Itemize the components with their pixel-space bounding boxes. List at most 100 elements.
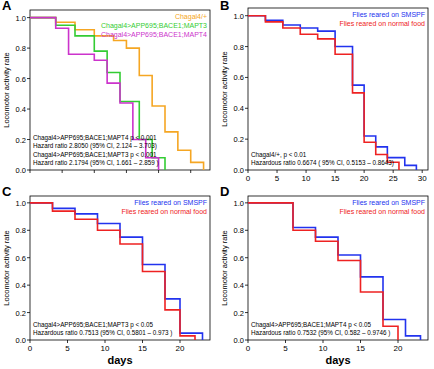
y-tick	[27, 340, 30, 341]
x-tick	[335, 170, 336, 173]
annotation: Chagal4>APP695;BACE1;MAPT3 p < 0.001	[33, 151, 157, 159]
y-tick	[27, 78, 30, 79]
figure: A 0.0 0.2 0.4 0.6 0.8 1.0 Locomotor activity ra…	[0, 0, 434, 369]
annotation: Hazard ratio 2.8050 (95% CI, 2.124 – 3.7…	[33, 142, 157, 150]
y-tick-label: 1.0	[234, 12, 244, 21]
y-tick	[27, 312, 30, 313]
x-tick	[364, 170, 365, 173]
panel: C051015200.00.20.40.60.81.0Locomotor act…	[2, 184, 210, 366]
y-tick	[245, 108, 248, 109]
panel: B0510152025300.00.20.40.60.81.0Locomotor…	[220, 0, 428, 183]
y-tick-label: 0.4	[16, 105, 26, 114]
y-tick-label: 0.2	[16, 309, 26, 318]
legend-entry: Chagal4>APP695;BACE1;MAPT4	[101, 31, 207, 39]
x-tick-label: 0	[246, 174, 251, 183]
annotation: Hazardous ratio 0.7532 (95% CI, 0.582 – …	[251, 329, 390, 337]
y-tick-label: 0.2	[16, 136, 26, 145]
plot-frame	[30, 10, 210, 170]
annotation: Chagal4>APP695;BACE1;MAPT3 p < 0.05	[33, 321, 154, 329]
x-axis-label: days	[107, 354, 132, 366]
y-tick-label: 0.8	[234, 226, 244, 235]
legend-entry: Flies reared on SMSPF	[352, 199, 425, 206]
y-tick-label: 0.4	[234, 281, 244, 290]
y-axis-label: Locomotor activity rate	[2, 230, 11, 305]
x-tick	[30, 170, 31, 173]
y-tick	[245, 257, 248, 258]
survival-curve	[248, 16, 399, 170]
legend-entry: Flies reared on normal food	[339, 20, 425, 27]
y-tick	[245, 77, 248, 78]
y-tick	[27, 17, 30, 18]
survival-curve	[248, 16, 416, 170]
y-tick	[245, 285, 248, 286]
x-tick-label: 10	[101, 344, 110, 353]
y-tick-label: 0.6	[16, 75, 26, 84]
survival-curve	[248, 203, 398, 340]
x-tick-label: 15	[356, 344, 365, 353]
legend-entry: Chagal4/+	[175, 13, 207, 21]
y-axis-label: Locomotor activity rate	[2, 52, 11, 127]
x-tick	[323, 340, 324, 343]
x-tick-label: 15	[331, 174, 340, 183]
x-tick	[393, 170, 394, 173]
y-tick	[245, 139, 248, 140]
y-tick-label: 0.0	[234, 336, 244, 345]
x-tick-label: 30	[418, 174, 427, 183]
y-tick-label: 0.4	[234, 104, 244, 113]
y-tick-label: 0.4	[16, 281, 26, 290]
data-group	[30, 18, 204, 170]
x-tick-label: 10	[302, 174, 311, 183]
x-tick	[398, 340, 399, 343]
y-tick	[27, 48, 30, 49]
y-axis-label: Locomotor activity rate	[220, 51, 229, 126]
y-tick-label: 0.2	[234, 309, 244, 318]
y-tick-label: 0.2	[234, 135, 244, 144]
x-tick	[30, 340, 31, 343]
x-tick	[67, 340, 68, 343]
x-tick	[422, 170, 423, 173]
annotation: Hazard ratio 2.1794 (95% CI, 1.661 – 2.8…	[33, 159, 159, 167]
x-tick-label: 20	[394, 344, 403, 353]
x-tick	[306, 170, 307, 173]
y-tick	[245, 312, 248, 313]
plot-frame	[248, 8, 428, 170]
x-tick-label: 20	[360, 174, 369, 183]
survival-curve	[30, 18, 165, 170]
survival-curve	[248, 203, 421, 340]
x-tick	[62, 170, 63, 173]
legend-entry: Flies reared on SMSPF	[134, 199, 207, 206]
x-tick	[190, 170, 191, 173]
x-tick	[180, 340, 181, 343]
x-tick-label: 10	[319, 344, 328, 353]
x-tick-label: 5	[283, 344, 288, 353]
x-tick	[360, 340, 361, 343]
x-tick	[126, 170, 127, 173]
y-axis-label: Locomotor activity rate	[220, 230, 229, 305]
data-group	[30, 203, 203, 340]
panel-label: B	[220, 0, 229, 13]
panel: A0.00.20.40.60.81.0Locomotor activity ra…	[2, 0, 210, 175]
x-tick-label: 5	[65, 344, 70, 353]
y-tick	[27, 139, 30, 140]
x-tick	[158, 170, 159, 173]
panel-label: A	[2, 0, 12, 13]
x-tick-label: 20	[176, 344, 185, 353]
x-tick-label: 15	[138, 344, 147, 353]
x-tick-label: 0	[246, 344, 251, 353]
y-tick	[245, 202, 248, 203]
x-tick-label: 0	[28, 344, 33, 353]
x-tick	[277, 170, 278, 173]
y-tick	[245, 15, 248, 16]
x-tick	[142, 340, 143, 343]
data-group	[248, 16, 416, 170]
y-tick-label: 0.8	[16, 44, 26, 53]
panel-label: D	[220, 184, 229, 199]
y-tick-label: 0.6	[16, 254, 26, 263]
y-tick-label: 0.8	[234, 43, 244, 52]
x-tick	[248, 170, 249, 173]
y-tick-label: 0.6	[234, 254, 244, 263]
x-tick-label: 5	[275, 174, 280, 183]
x-tick-label: 25	[389, 174, 398, 183]
y-tick-label: 0.8	[16, 226, 26, 235]
y-tick	[245, 340, 248, 341]
